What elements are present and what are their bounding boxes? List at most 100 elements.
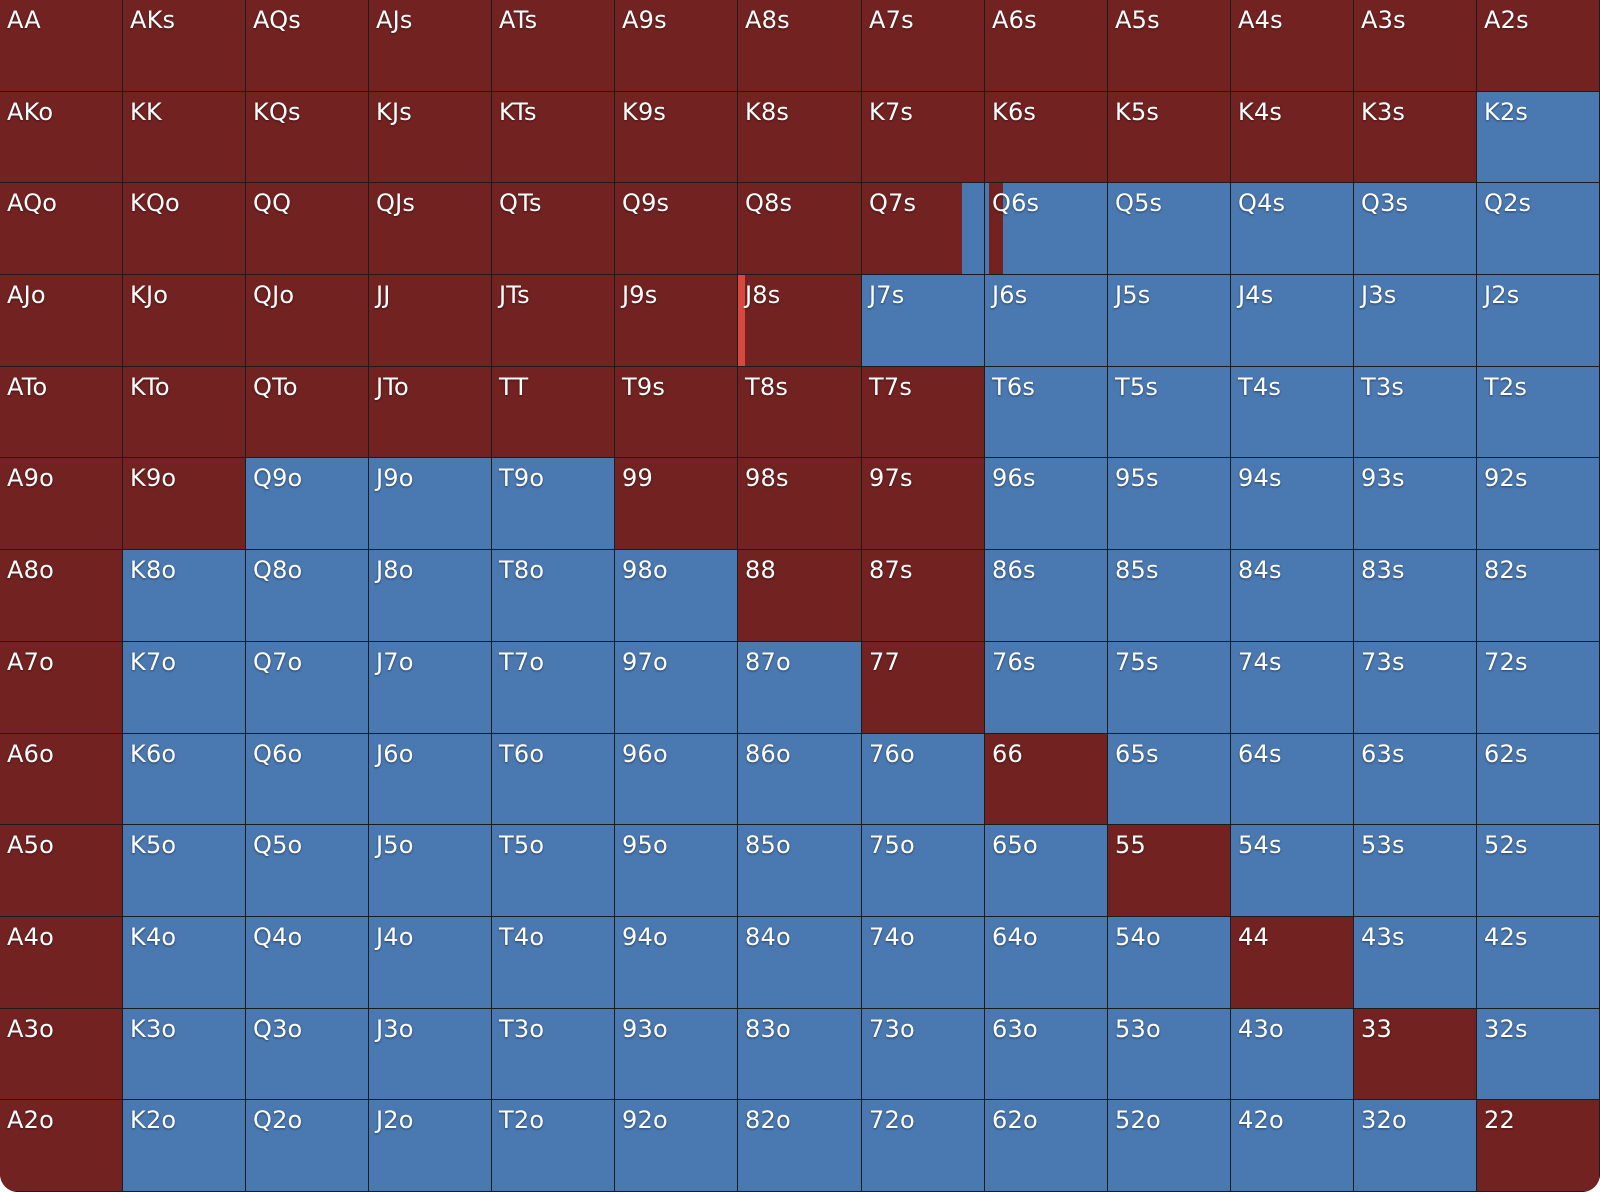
hand-cell-t8o[interactable]: T8o — [492, 550, 615, 642]
hand-cell-76s[interactable]: 76s — [985, 642, 1108, 734]
hand-cell-64o[interactable]: 64o — [985, 917, 1108, 1009]
hand-cell-96s[interactable]: 96s — [985, 458, 1108, 550]
hand-cell-a8o[interactable]: A8o — [0, 550, 123, 642]
hand-cell-32o[interactable]: 32o — [1354, 1100, 1477, 1192]
hand-cell-53s[interactable]: 53s — [1354, 825, 1477, 917]
hand-cell-q5o[interactable]: Q5o — [246, 825, 369, 917]
hand-cell-kqs[interactable]: KQs — [246, 92, 369, 183]
hand-cell-qto[interactable]: QTo — [246, 367, 369, 458]
hand-cell-82o[interactable]: 82o — [738, 1100, 862, 1192]
hand-cell-j3o[interactable]: J3o — [369, 1009, 492, 1100]
hand-cell-t7s[interactable]: T7s — [862, 367, 985, 458]
hand-cell-97o[interactable]: 97o — [615, 642, 738, 734]
hand-cell-q3o[interactable]: Q3o — [246, 1009, 369, 1100]
hand-cell-66[interactable]: 66 — [985, 734, 1108, 825]
hand-cell-42o[interactable]: 42o — [1231, 1100, 1354, 1192]
hand-cell-t5s[interactable]: T5s — [1108, 367, 1231, 458]
hand-cell-k8o[interactable]: K8o — [123, 550, 246, 642]
hand-cell-a2o[interactable]: A2o — [0, 1100, 123, 1192]
hand-cell-j9o[interactable]: J9o — [369, 458, 492, 550]
hand-cell-q6s[interactable]: Q6s — [985, 183, 1108, 275]
hand-cell-jto[interactable]: JTo — [369, 367, 492, 458]
hand-cell-83o[interactable]: 83o — [738, 1009, 862, 1100]
hand-cell-t6o[interactable]: T6o — [492, 734, 615, 825]
hand-cell-q7o[interactable]: Q7o — [246, 642, 369, 734]
hand-cell-77[interactable]: 77 — [862, 642, 985, 734]
hand-cell-63o[interactable]: 63o — [985, 1009, 1108, 1100]
hand-cell-k4s[interactable]: K4s — [1231, 92, 1354, 183]
hand-cell-52s[interactable]: 52s — [1477, 825, 1600, 917]
hand-cell-q5s[interactable]: Q5s — [1108, 183, 1231, 275]
hand-cell-j7o[interactable]: J7o — [369, 642, 492, 734]
hand-cell-ato[interactable]: ATo — [0, 367, 123, 458]
hand-cell-kqo[interactable]: KQo — [123, 183, 246, 275]
hand-cell-t9o[interactable]: T9o — [492, 458, 615, 550]
hand-cell-t5o[interactable]: T5o — [492, 825, 615, 917]
hand-cell-62s[interactable]: 62s — [1477, 734, 1600, 825]
hand-cell-a9s[interactable]: A9s — [615, 0, 738, 92]
hand-cell-ajo[interactable]: AJo — [0, 275, 123, 367]
hand-cell-k5s[interactable]: K5s — [1108, 92, 1231, 183]
hand-cell-qjs[interactable]: QJs — [369, 183, 492, 275]
hand-cell-a2s[interactable]: A2s — [1477, 0, 1600, 92]
hand-cell-j4s[interactable]: J4s — [1231, 275, 1354, 367]
hand-cell-55[interactable]: 55 — [1108, 825, 1231, 917]
hand-cell-65o[interactable]: 65o — [985, 825, 1108, 917]
hand-cell-97s[interactable]: 97s — [862, 458, 985, 550]
hand-cell-87s[interactable]: 87s — [862, 550, 985, 642]
hand-cell-44[interactable]: 44 — [1231, 917, 1354, 1009]
hand-cell-k7o[interactable]: K7o — [123, 642, 246, 734]
hand-cell-a3s[interactable]: A3s — [1354, 0, 1477, 92]
hand-cell-t3o[interactable]: T3o — [492, 1009, 615, 1100]
hand-cell-q3s[interactable]: Q3s — [1354, 183, 1477, 275]
hand-cell-64s[interactable]: 64s — [1231, 734, 1354, 825]
hand-cell-t6s[interactable]: T6s — [985, 367, 1108, 458]
hand-cell-52o[interactable]: 52o — [1108, 1100, 1231, 1192]
hand-cell-j5o[interactable]: J5o — [369, 825, 492, 917]
hand-cell-82s[interactable]: 82s — [1477, 550, 1600, 642]
hand-cell-j9s[interactable]: J9s — [615, 275, 738, 367]
hand-cell-84s[interactable]: 84s — [1231, 550, 1354, 642]
hand-cell-73s[interactable]: 73s — [1354, 642, 1477, 734]
hand-cell-53o[interactable]: 53o — [1108, 1009, 1231, 1100]
hand-cell-54o[interactable]: 54o — [1108, 917, 1231, 1009]
hand-cell-72s[interactable]: 72s — [1477, 642, 1600, 734]
hand-cell-k2o[interactable]: K2o — [123, 1100, 246, 1192]
hand-cell-86s[interactable]: 86s — [985, 550, 1108, 642]
hand-cell-j2o[interactable]: J2o — [369, 1100, 492, 1192]
hand-cell-54s[interactable]: 54s — [1231, 825, 1354, 917]
hand-cell-k6s[interactable]: K6s — [985, 92, 1108, 183]
hand-cell-63s[interactable]: 63s — [1354, 734, 1477, 825]
hand-cell-aa[interactable]: AA — [0, 0, 123, 92]
hand-cell-qts[interactable]: QTs — [492, 183, 615, 275]
hand-cell-k9o[interactable]: K9o — [123, 458, 246, 550]
hand-cell-k9s[interactable]: K9s — [615, 92, 738, 183]
hand-cell-a5s[interactable]: A5s — [1108, 0, 1231, 92]
hand-cell-qjo[interactable]: QJo — [246, 275, 369, 367]
hand-cell-q4o[interactable]: Q4o — [246, 917, 369, 1009]
hand-cell-k4o[interactable]: K4o — [123, 917, 246, 1009]
hand-cell-t2s[interactable]: T2s — [1477, 367, 1600, 458]
hand-cell-j7s[interactable]: J7s — [862, 275, 985, 367]
hand-cell-t9s[interactable]: T9s — [615, 367, 738, 458]
hand-cell-j5s[interactable]: J5s — [1108, 275, 1231, 367]
hand-cell-t4s[interactable]: T4s — [1231, 367, 1354, 458]
hand-cell-t4o[interactable]: T4o — [492, 917, 615, 1009]
hand-cell-a3o[interactable]: A3o — [0, 1009, 123, 1100]
hand-cell-a7s[interactable]: A7s — [862, 0, 985, 92]
hand-cell-92o[interactable]: 92o — [615, 1100, 738, 1192]
hand-cell-43s[interactable]: 43s — [1354, 917, 1477, 1009]
hand-cell-j6o[interactable]: J6o — [369, 734, 492, 825]
hand-cell-aks[interactable]: AKs — [123, 0, 246, 92]
hand-cell-99[interactable]: 99 — [615, 458, 738, 550]
hand-cell-a8s[interactable]: A8s — [738, 0, 862, 92]
hand-cell-kts[interactable]: KTs — [492, 92, 615, 183]
hand-cell-k3s[interactable]: K3s — [1354, 92, 1477, 183]
hand-cell-22[interactable]: 22 — [1477, 1100, 1600, 1192]
hand-cell-k5o[interactable]: K5o — [123, 825, 246, 917]
hand-cell-aqs[interactable]: AQs — [246, 0, 369, 92]
hand-cell-q2o[interactable]: Q2o — [246, 1100, 369, 1192]
hand-cell-j3s[interactable]: J3s — [1354, 275, 1477, 367]
hand-cell-93o[interactable]: 93o — [615, 1009, 738, 1100]
hand-cell-jj[interactable]: JJ — [369, 275, 492, 367]
